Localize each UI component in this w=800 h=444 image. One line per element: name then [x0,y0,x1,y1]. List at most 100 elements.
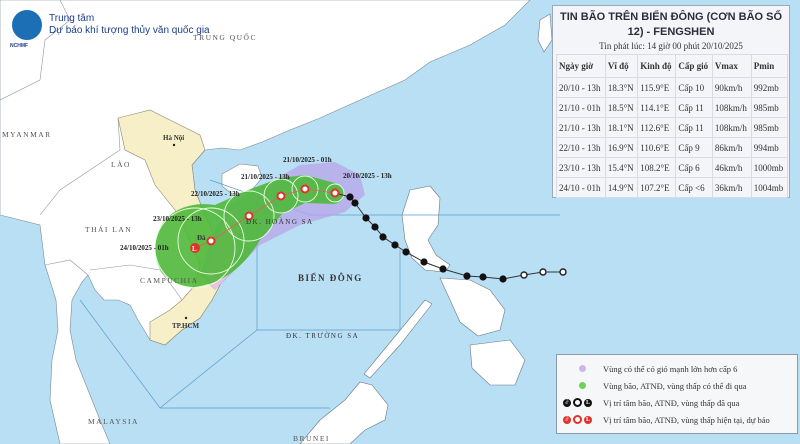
country-borders [0,0,183,301]
table-cell: 108km/h [711,117,752,138]
low-pressure-icon: L [584,415,592,424]
past-typhoon-marker [439,265,447,273]
forecast-position-marker [206,236,216,246]
label-trung-quoc: TRUNG QUỐC [193,32,257,42]
table-cell: 21/10 - 13h [556,117,606,138]
forecast-positions: L [190,184,340,253]
label-hoang-sa: ĐK. HOÀNG SA [246,218,314,226]
storm-bulletin-panel: TIN BÃO TRÊN BIỂN ĐÔNG (CƠN BÃO SỐ 12) -… [552,5,790,198]
map-legend: Vùng có thể có gió mạnh lớn hơn cấp 6 Vù… [556,354,798,434]
legend-item-wind-zone: Vùng có thể có gió mạnh lớn hơn cấp 6 [563,360,797,377]
forecast-position-marker [276,191,286,201]
table-cell: 108km/h [711,97,752,118]
time-label: 20/10/2025 - 13h [343,172,392,180]
label-myanmar: MYANMAR [2,130,52,139]
typhoon-icon: ∂ [563,415,571,424]
past-typhoon-marker [499,275,507,283]
time-label: 24/10/2025 - 01h [120,244,169,252]
legend-item-forecast: ∂ L Vị trí tâm bão, ATNĐ, vùng thấp hiện… [563,411,797,428]
past-depression-marker [559,268,567,276]
past-typhoon-marker [391,241,399,249]
land-borneo [299,381,389,444]
table-cell: 114.1°E [637,97,677,118]
label-tphcm: TP.HCM [172,322,200,330]
label-bien-dong: BIỂN ĐÔNG [298,273,363,283]
past-typhoon-marker [362,214,370,222]
radius-circles [154,175,345,289]
past-typhoon-marker [371,223,379,231]
table-cell: 110.6°E [637,137,677,158]
past-typhoon-marker [379,233,387,241]
column-header: Pmin [750,54,789,78]
table-cell: 21/10 - 01h [556,97,606,118]
table-cell: 23/10 - 13h [556,157,606,178]
table-cell: 18.1°N [604,117,639,138]
table-row: 23/10 - 13h 15.4°N 108.2°E Cấp 6 46km/h 1000m… [556,157,789,178]
time-label: 21/10/2025 - 01h [283,156,332,164]
legend-label: Vùng có thể có gió mạnh lớn hơn cấp 6 [603,363,738,374]
table-cell: 20/10 - 13h [556,77,606,98]
forecast-position-marker [300,184,310,194]
table-cell: Cấp 9 [675,137,713,158]
nchmf-logo: NCHMF Trung tâm Dự báo khí tượng thủy vă… [10,8,210,49]
past-typhoon-marker [351,199,359,207]
land-visayas [439,277,506,337]
label-lao: LÀO [111,159,131,169]
table-cell: 112.6°E [637,117,677,138]
table-row: 21/10 - 01h 18.5°N 114.1°E Cấp 11 108km/h 985… [556,97,789,118]
forecast-table: Ngày giờ Vĩ độ Kinh độ Cấp gió Vmax Pmin 20/1… [556,54,789,198]
table-cell: Cấp <6 [675,177,713,198]
table-row: 21/10 - 13h 18.1°N 112.6°E Cấp 11 108km/h 985… [556,117,789,138]
typhoon-icon: ∂ [563,398,571,407]
table-cell: 1004mb [750,177,789,198]
past-typhoon-marker [420,258,428,266]
table-cell: 992mb [750,77,789,98]
table-cell: 18.3°N [604,77,639,98]
legend-item-cone: Vùng bão, ATNĐ, vùng thấp có thể đi qua [563,377,797,394]
depression-icon [573,415,582,424]
low-pressure-icon: L [584,398,592,407]
table-cell: 24/10 - 01h [556,177,606,198]
table-cell: 15.4°N [604,157,639,178]
bulletin-title: TIN BÃO TRÊN BIỂN ĐÔNG (CƠN BÃO SỐ 12) -… [559,11,783,38]
table-cell: Cấp 10 [675,77,713,98]
table-row: 24/10 - 01h 14.9°N 107.2°E Cấp <6 36km/h 1004… [556,177,789,198]
label-campuchia: CAMPUCHIA [140,276,199,285]
legend-item-past: ∂ L Vị trí tâm bão, ATNĐ, vùng thấp đã q… [563,394,797,411]
land-palawan [363,299,433,379]
label-malaysia: MALAYSIA [88,417,139,426]
table-cell: 90km/h [711,77,752,98]
column-header: Vĩ độ [604,54,639,78]
time-label: 21/10/2025 - 13h [241,173,290,181]
logo-text: NCHMF [10,43,29,49]
table-cell: 107.2°E [637,177,677,198]
column-header: Cấp gió [675,54,713,78]
time-label: 22/10/2025 - 13h [191,190,240,198]
past-positions [346,193,567,283]
nchmf-emblem-icon: NCHMF [10,8,44,49]
table-cell: 115.9°E [637,77,677,98]
table-cell: 36km/h [711,177,752,198]
org-line-2: Dự báo khí tượng thủy văn quốc gia [49,25,210,36]
legend-label: Vị trí tâm bão, ATNĐ, vùng thấp hiện tại… [603,414,770,425]
table-cell: 108.2°E [637,157,677,178]
land-mindanao [469,339,526,386]
table-cell: 16.9°N [604,137,639,158]
table-cell: Cấp 6 [675,157,713,178]
legend-label: Vị trí tâm bão, ATNĐ, vùng thấp đã qua [603,397,740,408]
table-cell: 22/10 - 13h [556,137,606,158]
table-cell: 985mb [750,117,789,138]
table-row: 20/10 - 13h 18.3°N 115.9°E Cấp 10 90km/h 992m… [556,77,789,98]
land-taiwan [537,13,553,53]
green-dot-icon [579,382,586,389]
table-cell: 46km/h [711,157,752,178]
table-cell: Cấp 11 [675,97,713,118]
bulletin-issued-time: Tin phát lúc: 14 giờ 00 phút 20/10/2025 [599,41,743,51]
forecast-low-marker [190,243,200,253]
table-cell: 1000mb [750,157,789,178]
forecast-position-marker [330,188,340,198]
past-depression-marker [520,271,528,279]
past-typhoon-marker [463,272,471,280]
table-cell: 985mb [750,97,789,118]
